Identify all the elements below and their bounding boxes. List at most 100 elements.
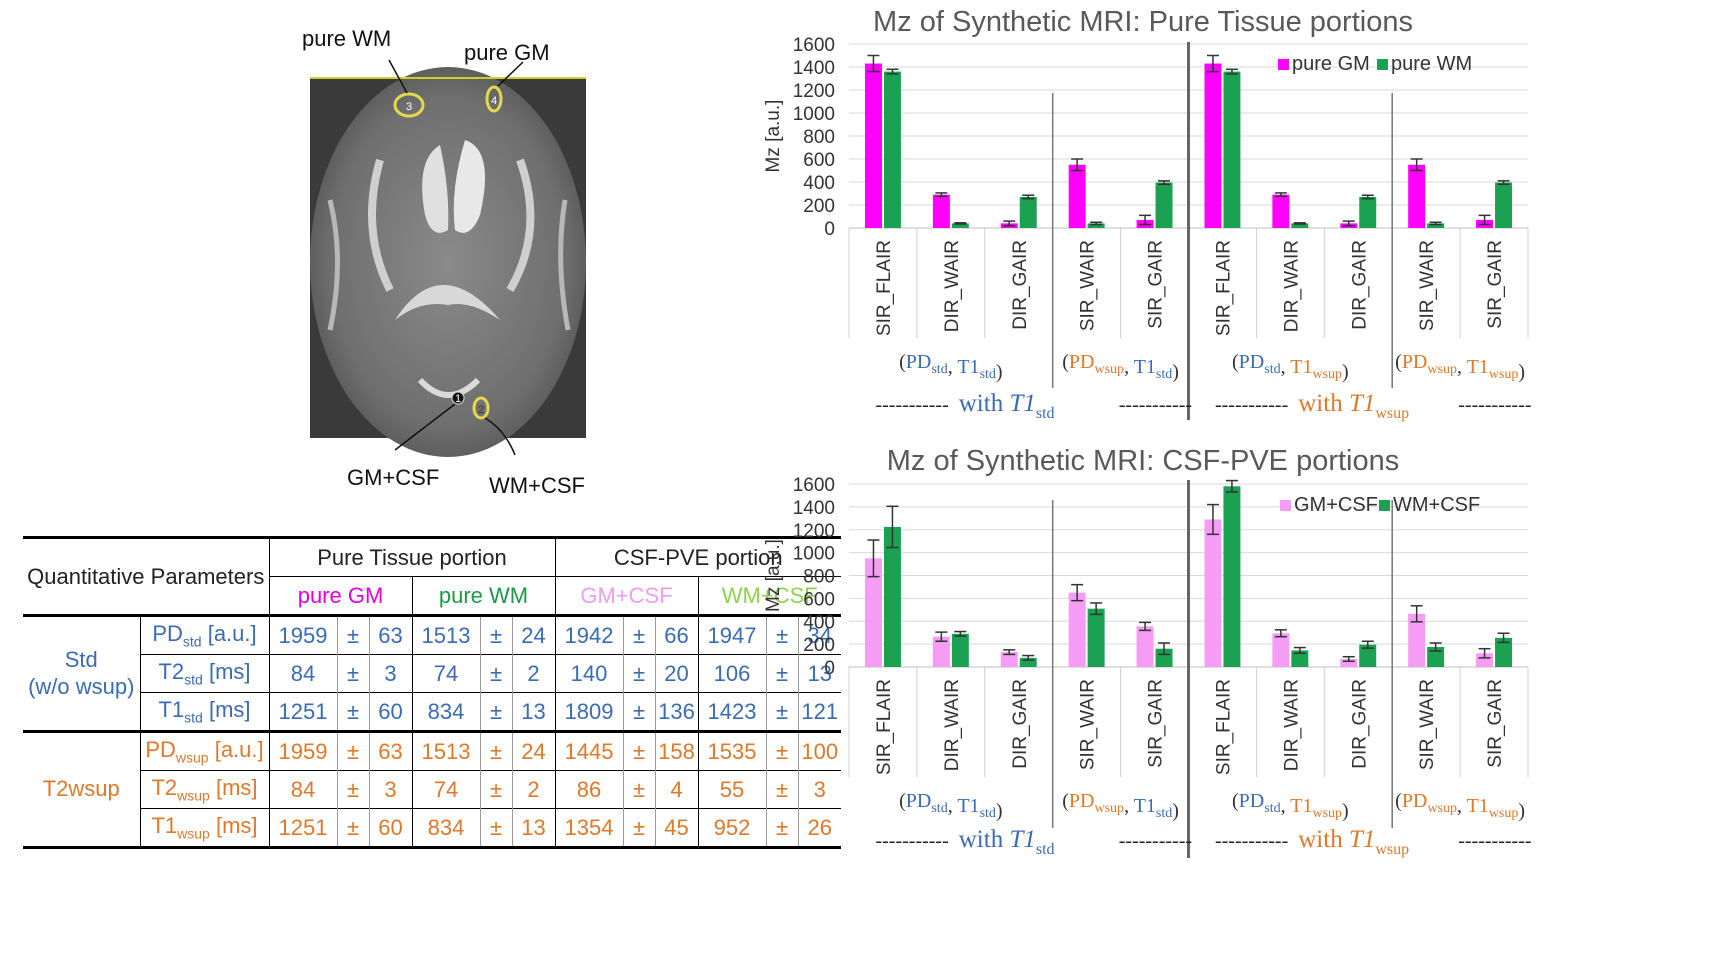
pm-sign: ±: [623, 731, 656, 771]
cell-mean: 1959: [269, 615, 338, 655]
x-tick-label: SIR_FLAIR: [1213, 240, 1234, 336]
param-group-part: wsup: [1489, 367, 1519, 382]
param-group-part: T1: [1290, 795, 1312, 817]
pm-sign: ±: [480, 615, 513, 655]
pm-sign: ±: [337, 808, 370, 848]
param-group-part: wsup: [1427, 801, 1457, 816]
bar: [932, 194, 950, 228]
roi-number-4: 4: [491, 95, 497, 107]
param-group-part: ,: [948, 356, 958, 378]
bar: [1359, 644, 1377, 667]
dash-line: -----------: [1215, 830, 1288, 852]
bar: [1155, 182, 1173, 228]
section-label: Std (w/o wsup): [23, 615, 141, 732]
param-group-label: (PDwsup, T1wsup): [1395, 351, 1525, 383]
x-tick-label: SIR_FLAIR: [874, 240, 895, 336]
bar: [1019, 196, 1037, 228]
pm-sign: ±: [480, 731, 513, 771]
x-tick-label: DIR_WAIR: [1281, 679, 1302, 771]
legend-label: GM+CSF: [1294, 494, 1378, 516]
bar: [1291, 223, 1309, 228]
x-tick-label: SIR_WAIR: [1417, 679, 1438, 770]
with-t1-part: std: [1036, 841, 1055, 858]
cell-sd: 3: [369, 770, 413, 809]
x-tick-label: SIR_FLAIR: [1213, 679, 1234, 775]
y-tick-label: 1600: [793, 35, 835, 56]
param-group-part: (: [1395, 351, 1402, 373]
with-t1-part: T1: [1349, 390, 1375, 417]
cell-sd: 4: [655, 770, 699, 809]
param-group-part: std: [980, 367, 996, 382]
cell-sd: 3: [369, 654, 413, 693]
y-tick-label: 600: [803, 589, 835, 610]
section-name: T2wsup: [42, 776, 120, 802]
cell-sd: 136: [655, 692, 699, 732]
y-tick-label: 1000: [793, 544, 835, 565]
table-header-param: Quantitative Parameters: [23, 537, 270, 616]
param-group-label: (PDstd, T1std): [899, 790, 1002, 822]
pm-sign: ±: [337, 654, 370, 693]
with-t1-label: with T1std: [959, 826, 1055, 858]
bar: [1359, 196, 1377, 228]
param-group-part: PD: [906, 351, 932, 373]
roi-number-1: 1: [455, 393, 461, 405]
param-group-part: PD: [1402, 790, 1428, 812]
label-gm-csf: GM+CSF: [347, 465, 440, 490]
x-tick-label: SIR_WAIR: [1078, 679, 1099, 770]
param-group-part: T1: [1290, 356, 1312, 378]
with-t1-part: T1: [1009, 826, 1035, 853]
cell-sd: 158: [655, 731, 699, 771]
cell-mean: 1959: [269, 731, 338, 771]
param-group-part: wsup: [1095, 362, 1125, 377]
label-wm-csf: WM+CSF: [489, 473, 585, 498]
pm-sign: ±: [480, 654, 513, 693]
param-group-part: wsup: [1095, 801, 1125, 816]
y-tick-label: 200: [803, 635, 835, 656]
dash-line: -----------: [1458, 394, 1531, 416]
bar: [883, 71, 901, 228]
bar: [1427, 646, 1445, 667]
x-tick-label: SIR_GAIR: [1146, 240, 1167, 329]
y-tick-label: 0: [824, 219, 835, 240]
bar: [1204, 63, 1222, 228]
param-group-part: T1: [957, 356, 979, 378]
x-tick-label: DIR_GAIR: [1349, 240, 1370, 330]
dash-line: -----------: [1119, 394, 1192, 416]
quantitative-parameters-table: Quantitative Parameters Pure Tissue port…: [23, 536, 841, 849]
bar: [1019, 657, 1037, 667]
cell-mean: 1251: [269, 692, 338, 732]
cell-mean: 84: [269, 770, 338, 809]
roi-pure-wm: [393, 92, 425, 118]
param-group-part: (: [1062, 790, 1069, 812]
col-header-gm-csf: GM+CSF: [555, 576, 699, 616]
cell-mean: 1354: [555, 808, 624, 848]
pm-sign: ±: [766, 615, 799, 655]
cell-mean: 952: [698, 808, 767, 848]
table-row: T2std [ms] 84 ±3 74 ±2 140 ±20 106 ±13: [23, 654, 841, 693]
param-group-part: ): [1342, 361, 1349, 383]
legend-swatch: [1280, 500, 1291, 511]
bar: [1495, 637, 1513, 667]
param-group-label: (PDwsup, T1std): [1062, 351, 1179, 383]
cell-mean: 140: [555, 654, 624, 693]
pm-sign: ±: [480, 692, 513, 732]
param-group-part: ): [1342, 800, 1349, 822]
chart-title: Mz of Synthetic MRI: Pure Tissue portion…: [873, 6, 1413, 38]
with-t1-part: with: [1298, 390, 1349, 417]
pm-sign: ±: [766, 808, 799, 848]
bar: [1068, 592, 1086, 667]
table-row: T2wsup PDwsup [a.u.] 1959 ±63 1513 ±24 1445 ±15…: [23, 731, 841, 848]
legend-swatch: [1278, 59, 1289, 70]
y-axis-label: Mz [a.u.]: [763, 539, 784, 612]
chart-title: Mz of Synthetic MRI: CSF-PVE portions: [887, 445, 1399, 477]
param-group-part: ,: [1281, 356, 1291, 378]
param-group-part: PD: [1069, 351, 1095, 373]
cell-sd: 24: [512, 731, 556, 771]
x-tick-label: SIR_FLAIR: [874, 679, 895, 775]
pm-sign: ±: [623, 654, 656, 693]
param-group-part: std: [980, 806, 996, 821]
pm-sign: ±: [623, 692, 656, 732]
param-group-part: wsup: [1312, 806, 1342, 821]
cell-mean: 74: [412, 770, 481, 809]
